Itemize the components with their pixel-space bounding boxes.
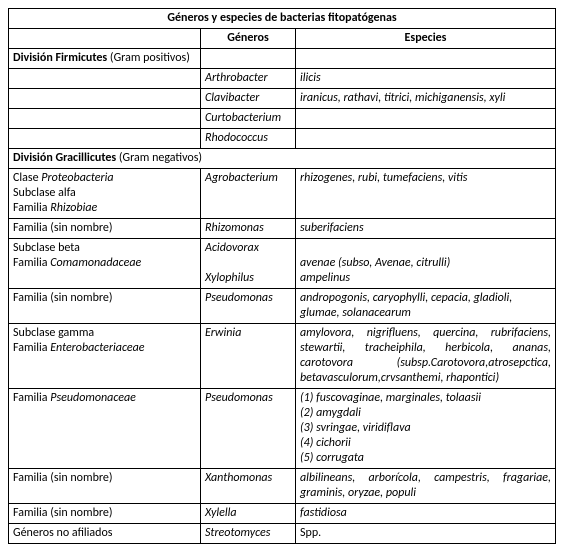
empty-cell xyxy=(9,109,201,129)
taxonomy-cell: Clase Proteobacteria Subclase alfa Famil… xyxy=(9,169,201,219)
family-name: Enterobacteriaceae xyxy=(50,341,144,355)
taxonomy-cell: Familia (sin nombre) xyxy=(9,469,201,504)
genero-cell: Rhizomonas xyxy=(201,219,296,239)
genero-cell: Xylella xyxy=(201,504,296,524)
empty-cell xyxy=(9,129,201,149)
sp-line: (5) corrugata xyxy=(300,451,551,466)
table-row: Rhodococcus xyxy=(9,129,556,149)
subclass-alfa: Subclase alfa xyxy=(13,186,76,200)
especies-cell: iranicus, rathavi, titrici, michiganensi… xyxy=(296,89,556,109)
genero-cell: Arthrobacter xyxy=(201,69,296,89)
subclass-beta: Subclase beta xyxy=(13,241,80,255)
firmicutes-cell: División Firmicutes (Gram positivos) xyxy=(9,49,201,69)
acido-g: Acidovorax xyxy=(205,241,259,255)
especies-cell: amylovora, nigrifluens, quercina, rubrif… xyxy=(296,324,556,389)
taxonomy-cell: Familia (sin nombre) xyxy=(9,504,201,524)
empty-cell xyxy=(9,69,201,89)
taxonomy-cell: Familia (sin nombre) xyxy=(9,219,201,239)
firmicutes-row: División Firmicutes (Gram positivos) xyxy=(9,49,556,69)
empty-cell xyxy=(296,49,556,69)
especies-cell: (1) fuscovaginae, marginales, tolaasii (… xyxy=(296,389,556,469)
especies-cell xyxy=(296,109,556,129)
family-prefix: Familia xyxy=(13,201,50,215)
table-title: Géneros y especies de bacterias fitopató… xyxy=(9,9,556,29)
table-row: Clase Proteobacteria Subclase alfa Famil… xyxy=(9,169,556,219)
table-row: Familia (sin nombre) Xylella fastidiosa xyxy=(9,504,556,524)
family-prefix: Familia xyxy=(13,341,50,355)
firmicutes-label: División Firmicutes xyxy=(13,51,107,65)
table-row: Familia Pseudomonaceae Pseudomonas (1) f… xyxy=(9,389,556,469)
table-row: Subclase gamma Familia Enterobacteriacea… xyxy=(9,324,556,389)
especies-cell: albilineans, arborícola, campestris, fra… xyxy=(296,469,556,504)
table-row: Géneros no afiliados Streotomyces Spp. xyxy=(9,524,556,544)
genero-cell: Erwinia xyxy=(201,324,296,389)
genero-cell: Agrobacterium xyxy=(201,169,296,219)
taxonomy-cell: Subclase gamma Familia Enterobacteriacea… xyxy=(9,324,201,389)
sp-line: (1) fuscovaginae, marginales, tolaasii xyxy=(300,391,551,406)
title-row: Géneros y especies de bacterias fitopató… xyxy=(9,9,556,29)
genero-cell: Clavibacter xyxy=(201,89,296,109)
empty-cell xyxy=(9,89,201,109)
gracillicutes-cell: División Gracillicutes (Gram negativos) xyxy=(9,149,556,169)
especies-cell xyxy=(296,129,556,149)
genero-cell: Acidovorax Xylophilus xyxy=(201,239,296,289)
gracillicutes-note: (Gram negativos) xyxy=(116,151,202,165)
taxonomy-cell: Familia (sin nombre) xyxy=(9,289,201,324)
sp-line: (2) amygdali xyxy=(300,406,551,421)
genero-cell: Curtobacterium xyxy=(201,109,296,129)
especies-cell: avenae (subso, Avenae, citrulli) ampelin… xyxy=(296,239,556,289)
header-generos: Géneros xyxy=(201,29,296,49)
sp-line: (4) cichorii xyxy=(300,436,551,451)
table-row: Clavibacter iranicus, rathavi, titrici, … xyxy=(9,89,556,109)
especies-cell: suberifaciens xyxy=(296,219,556,239)
taxonomy-cell: Familia Pseudomonaceae xyxy=(9,389,201,469)
bacteria-table: Géneros y especies de bacterias fitopató… xyxy=(8,8,556,544)
especies-cell: Spp. xyxy=(296,524,556,544)
family-prefix: Familia xyxy=(13,391,50,405)
header-blank xyxy=(9,29,201,49)
table-row: Subclase beta Familia Comamonadaceae Aci… xyxy=(9,239,556,289)
xylo-e: ampelinus xyxy=(300,271,350,285)
acido-e: avenae (subso, Avenae, citrulli) xyxy=(300,256,450,270)
genero-cell: Rhodococcus xyxy=(201,129,296,149)
class-prefix: Clase xyxy=(13,171,41,185)
header-row: Géneros Especies xyxy=(9,29,556,49)
table-row: Familia (sin nombre) Rhizomonas suberifa… xyxy=(9,219,556,239)
sp-line: (3) svringae, viridiflava xyxy=(300,421,551,436)
empty-cell xyxy=(201,49,296,69)
table-row: Curtobacterium xyxy=(9,109,556,129)
firmicutes-note: (Gram positivos) xyxy=(107,51,190,65)
genero-cell: Streotomyces xyxy=(201,524,296,544)
family-prefix: Familia xyxy=(13,256,50,270)
gracillicutes-row: División Gracillicutes (Gram negativos) xyxy=(9,149,556,169)
xylo-g: Xylophilus xyxy=(205,271,254,285)
gracillicutes-label: División Gracillicutes xyxy=(13,151,116,165)
especies-cell: fastidiosa xyxy=(296,504,556,524)
family-name: Pseudomonaceae xyxy=(50,391,136,405)
especies-cell: rhizogenes, rubi, tumefaciens, vitis xyxy=(296,169,556,219)
family-name: Comamonadaceae xyxy=(50,256,141,270)
genero-cell: Pseudomonas xyxy=(201,289,296,324)
subclass-gamma: Subclase gamma xyxy=(13,326,94,340)
especies-cell: andropogonis, caryophylli, cepacia, glad… xyxy=(296,289,556,324)
genero-cell: Xanthomonas xyxy=(201,469,296,504)
taxonomy-cell: Géneros no afiliados xyxy=(9,524,201,544)
taxonomy-cell: Subclase beta Familia Comamonadaceae xyxy=(9,239,201,289)
especies-cell: ilicis xyxy=(296,69,556,89)
header-especies: Especies xyxy=(296,29,556,49)
table-row: Arthrobacter ilicis xyxy=(9,69,556,89)
class-name: Proteobacteria xyxy=(41,171,113,185)
table-row: Familia (sin nombre) Xanthomonas albilin… xyxy=(9,469,556,504)
table-row: Familia (sin nombre) Pseudomonas andropo… xyxy=(9,289,556,324)
genero-cell: Pseudomonas xyxy=(201,389,296,469)
family-name: Rhizobiae xyxy=(50,201,97,215)
